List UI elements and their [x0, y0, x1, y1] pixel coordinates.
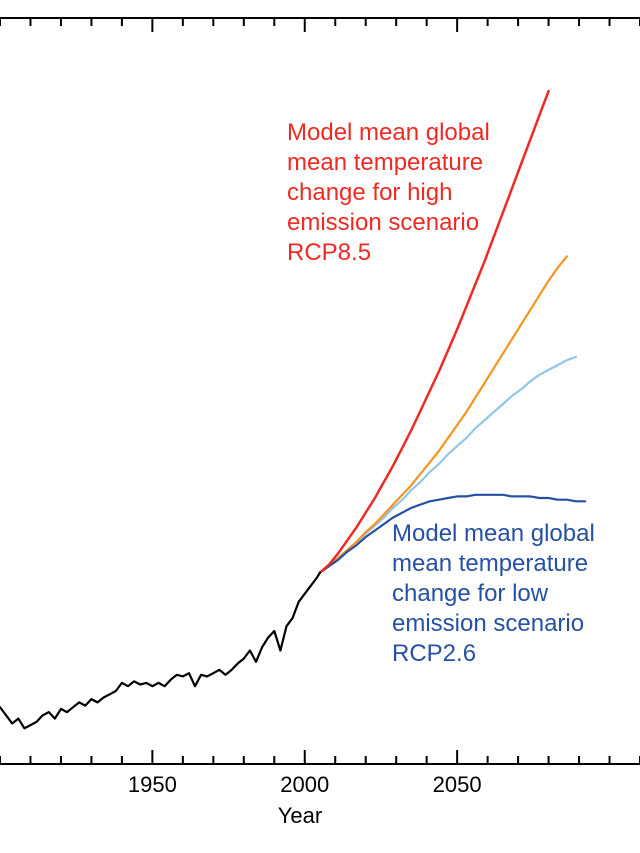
x-tick-label: 2000: [280, 772, 329, 797]
annotation-rcp85: Model mean global mean temperature chang…: [287, 118, 490, 268]
temperature-projection-chart: 1950 2000 2050 Year Model mean global mean …: [0, 0, 640, 853]
x-tick-label: 1950: [128, 772, 177, 797]
x-tick-label: 2050: [433, 772, 482, 797]
annotation-rcp26: Model mean global mean temperature chang…: [392, 519, 595, 669]
x-axis-label: Year: [278, 803, 322, 828]
